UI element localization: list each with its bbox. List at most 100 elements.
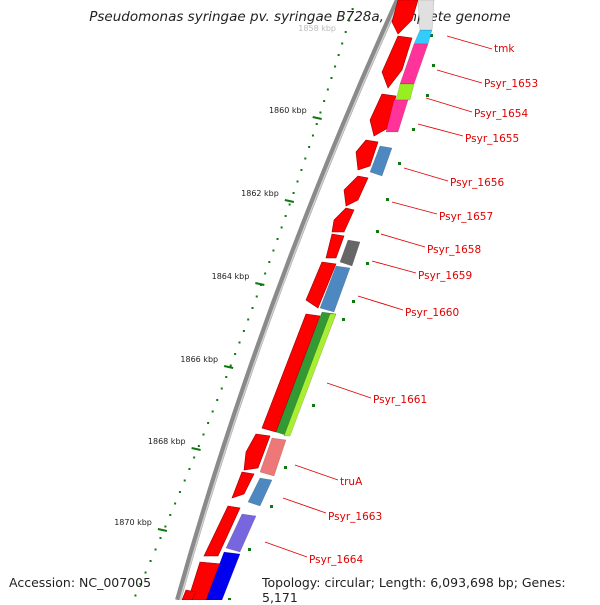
leader-line (264, 541, 308, 558)
scale-major-tick (255, 282, 265, 286)
scale-label: 1862 kbp (241, 189, 279, 198)
cds-arrow (187, 561, 223, 600)
scale-dot (288, 203, 291, 206)
inner-tick (412, 128, 415, 131)
gene-tmk (413, 29, 433, 45)
scale-dot (193, 456, 196, 459)
gene-label-psyr-1656: Psyr_1656 (450, 177, 504, 189)
scale-label: 1864 kbp (212, 272, 250, 281)
leader-line (380, 233, 426, 248)
scale-dot (144, 571, 147, 574)
backbone-highlight (179, 0, 401, 600)
scale-ticks (134, 8, 435, 600)
scale-dot (341, 42, 344, 45)
leader-line (294, 464, 339, 481)
scale-dot (323, 100, 326, 102)
scale-dot (304, 157, 307, 160)
leader-line (446, 35, 493, 50)
scale-dot (139, 583, 142, 585)
gene-psyr-1664 (225, 513, 257, 553)
gene-psyr-1654 (395, 83, 415, 101)
scale-dot (296, 180, 299, 183)
cds-arrow (343, 175, 369, 207)
scale-label: 1866 kbp (180, 355, 218, 364)
scale-dot (183, 479, 186, 482)
inner-tick (270, 505, 273, 508)
gene-label-psyr-1660: Psyr_1660 (405, 307, 459, 319)
inner-tick (248, 548, 251, 551)
gene-label-trua: truA (340, 476, 363, 488)
scale-dot (202, 433, 205, 436)
gene-psyr-1663 (247, 477, 273, 507)
scale-label: 1860 kbp (269, 106, 307, 115)
scale-dot (272, 249, 275, 252)
scale-dot (247, 318, 250, 321)
scale-dot (154, 548, 157, 551)
scale-dot (174, 502, 177, 505)
accession-text: Accession: NC_007005 (9, 575, 152, 590)
scale-dot (238, 341, 241, 344)
scale-dot (300, 169, 303, 171)
scale-dot (319, 111, 322, 114)
scale-dot (264, 272, 267, 275)
leader-line (371, 260, 417, 274)
gene-label-psyr-1664: Psyr_1664 (309, 554, 363, 566)
cds-arrow (203, 505, 241, 557)
leader-line (282, 497, 327, 514)
inner-tick (398, 162, 401, 165)
scale-dot (216, 399, 219, 401)
gene-label-psyr-1658: Psyr_1658 (427, 244, 481, 256)
backbone-arc (175, 0, 401, 600)
scale-dot (229, 364, 232, 367)
scale-dot (292, 192, 295, 194)
scale-dot (344, 31, 347, 33)
scale-dot (242, 330, 245, 332)
cds-arrow (381, 35, 413, 89)
inner-tick (284, 466, 287, 469)
cds-arrow (231, 471, 255, 499)
scale-dot (280, 226, 283, 229)
gene-label-psyr-1663: Psyr_1663 (328, 511, 382, 523)
cds-features (181, 0, 419, 600)
scale-dot (276, 238, 279, 240)
gene-label-psyr-1657: Psyr_1657 (439, 211, 493, 223)
scale-dot (159, 537, 162, 539)
cds-arrow (325, 233, 345, 259)
inner-tick (352, 300, 355, 303)
cds-arrow (369, 93, 397, 137)
scale-dot (220, 387, 223, 390)
gene-psyr-1659 (319, 265, 351, 313)
scale-major-tick (312, 116, 322, 120)
gene-faded (417, 0, 435, 31)
gene-features (205, 0, 435, 600)
scale-major-tick (191, 447, 201, 451)
cds-arrow (355, 139, 379, 171)
gene-psyr-1661 (283, 313, 337, 437)
inner-tick (430, 34, 433, 37)
scale-dot (251, 307, 254, 309)
scale-dot (330, 77, 333, 79)
scale-dot (225, 376, 228, 378)
inner-tick (376, 230, 379, 233)
scale-dot (348, 19, 351, 22)
scale-dot (326, 88, 329, 91)
gene-label-psyr-1661: Psyr_1661 (373, 394, 427, 406)
topology-summary: Topology: circular; Length: 6,093,698 bp… (262, 575, 566, 605)
leader-line (357, 295, 404, 311)
leader-line (425, 97, 473, 113)
cds-arrow (391, 0, 419, 35)
scale-dot (178, 491, 181, 493)
gene-psyr-1658 (339, 239, 361, 267)
scale-dot (197, 445, 200, 447)
leader-line (417, 123, 464, 137)
scale-dot (149, 560, 152, 562)
gene-label-tmk: tmk (494, 43, 515, 55)
gene-psyr-1656 (369, 145, 393, 177)
cds-arrow (305, 261, 337, 309)
leader-line (391, 201, 438, 215)
gene-label-psyr-1659: Psyr_1659 (418, 270, 472, 282)
scale-dot (308, 146, 311, 148)
gene-label-psyr-1655: Psyr_1655 (465, 133, 519, 145)
scale-dot (334, 65, 337, 68)
